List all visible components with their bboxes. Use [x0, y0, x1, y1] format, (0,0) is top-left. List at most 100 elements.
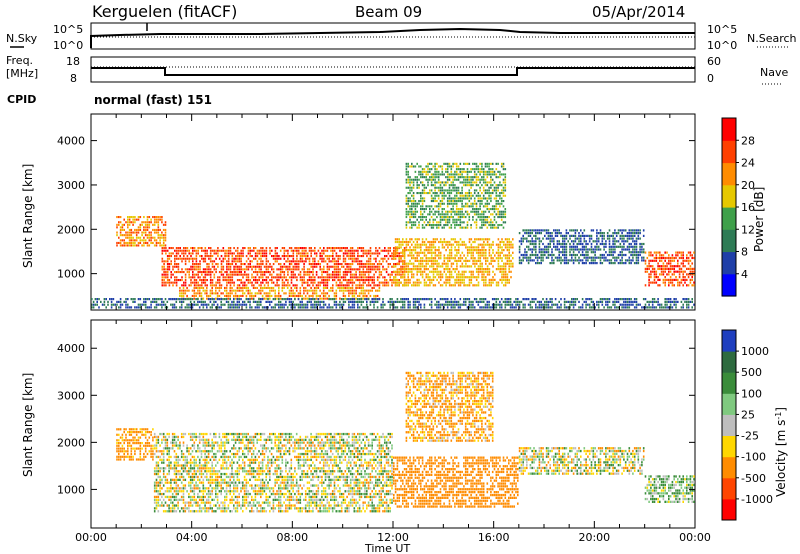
power-cell: [234, 292, 237, 295]
power-cell: [533, 253, 535, 257]
power-cell: [269, 294, 271, 297]
power-cell: [536, 262, 539, 265]
power-cell: [470, 254, 473, 257]
power-cell: [483, 273, 485, 276]
power-cell: [213, 303, 215, 306]
power-cell: [139, 228, 142, 231]
power-cell: [180, 292, 183, 295]
power-cell: [238, 289, 240, 292]
power-cell: [481, 200, 483, 203]
power-cell: [455, 213, 458, 216]
power-cell: [357, 306, 359, 309]
power-cell: [253, 276, 255, 279]
power-cell: [200, 294, 203, 297]
power-cell: [274, 303, 276, 306]
power-cell: [198, 286, 201, 289]
power-cell: [612, 245, 614, 248]
power-cell: [193, 300, 196, 303]
power-cell: [473, 173, 476, 176]
power-cell: [236, 298, 239, 301]
power-cell: [624, 240, 627, 243]
power-cell: [540, 229, 542, 232]
power-cell: [290, 303, 293, 306]
power-cell: [143, 236, 145, 239]
power-cell: [400, 243, 402, 246]
power-cell: [571, 229, 573, 232]
power-cell: [651, 259, 654, 262]
power-cell: [265, 286, 267, 289]
power-cell: [475, 221, 478, 224]
power-cell: [405, 238, 408, 241]
power-cell: [373, 303, 375, 306]
power-cell: [346, 298, 348, 301]
power-cell: [686, 278, 688, 281]
power-cell: [497, 262, 500, 265]
power-cell: [394, 270, 397, 273]
power-cell: [274, 260, 277, 263]
power-cell: [459, 176, 462, 179]
power-cell: [391, 300, 393, 303]
power-cell: [403, 257, 406, 260]
power-cell: [493, 224, 496, 227]
power-cell: [479, 197, 481, 200]
power-cell: [197, 281, 199, 284]
power-cell: [427, 251, 429, 254]
power-cell: [270, 306, 273, 309]
power-cell: [341, 276, 343, 279]
power-cell: [445, 257, 447, 260]
power-cell: [545, 251, 548, 254]
power-cell: [227, 281, 230, 284]
power-cell: [463, 265, 465, 268]
power-cell: [242, 252, 244, 255]
power-cell: [439, 298, 442, 301]
power-cell: [664, 259, 666, 262]
power-cell: [470, 168, 472, 171]
power-cell: [497, 246, 500, 249]
power-cell: [490, 254, 492, 257]
power-cell: [121, 226, 124, 229]
power-cell: [504, 178, 507, 181]
power-cell: [468, 189, 471, 192]
power-cell: [506, 278, 509, 281]
power-cell: [409, 249, 411, 252]
power-cell: [452, 178, 454, 181]
beam-title: Beam 09: [355, 3, 422, 21]
power-cell: [608, 240, 611, 243]
power-cell: [389, 255, 391, 258]
power-cell: [135, 231, 138, 234]
power-cell: [292, 303, 294, 306]
power-cell: [527, 259, 530, 262]
power-cell: [208, 273, 210, 276]
power-cell: [265, 306, 267, 309]
power-cell: [414, 238, 417, 241]
power-cell: [181, 279, 183, 282]
power-cell: [430, 226, 433, 229]
power-cell: [484, 192, 487, 195]
power-cell: [271, 268, 273, 271]
power-cell: [398, 238, 400, 241]
power-cell: [405, 226, 408, 229]
power-cell: [447, 254, 449, 257]
power-cell: [639, 253, 641, 257]
power-cell: [107, 303, 109, 306]
power-cell: [468, 178, 471, 181]
power-cell: [279, 268, 282, 271]
power-cell: [161, 257, 164, 260]
power-cell: [236, 268, 239, 271]
power-cell: [287, 284, 289, 287]
power-cell: [163, 279, 165, 282]
power-cell: [394, 276, 397, 279]
power-cell: [657, 256, 659, 260]
power-cell: [446, 300, 449, 303]
power-cell: [403, 300, 406, 303]
power-cell: [486, 216, 489, 219]
power-cell: [369, 268, 372, 271]
power-cell: [227, 297, 230, 300]
power-cell: [477, 249, 480, 252]
power-cell: [412, 184, 415, 187]
power-cell: [430, 210, 433, 213]
power-cell: [495, 162, 498, 165]
power-cell: [506, 273, 509, 276]
power-cell: [283, 276, 286, 279]
